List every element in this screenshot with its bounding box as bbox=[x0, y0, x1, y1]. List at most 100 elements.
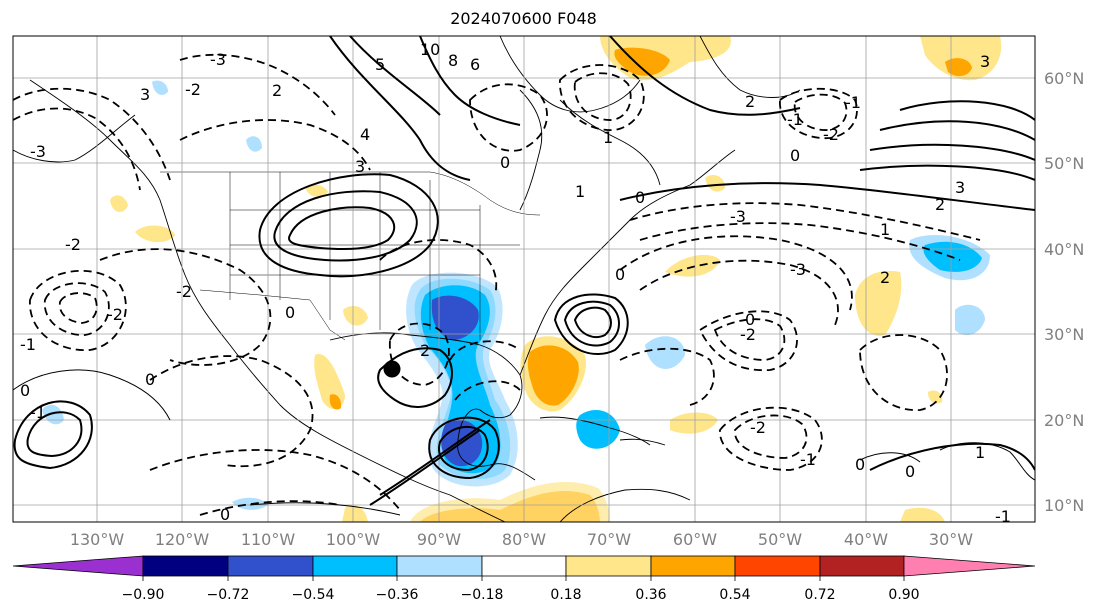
lon-label-40w: 40°W bbox=[844, 530, 888, 549]
contour-label: 3 bbox=[955, 178, 965, 197]
yellow-spot-4 bbox=[343, 306, 368, 326]
contour-label: 2 bbox=[420, 341, 430, 360]
yellow-shade-caribbean bbox=[670, 412, 718, 434]
contour-label: 0 bbox=[745, 310, 755, 329]
lon-label-120w: 120°W bbox=[155, 530, 210, 549]
dashed-east-2 bbox=[619, 347, 715, 406]
dashed-low-pacific-3 bbox=[58, 292, 98, 324]
coastline-gulf bbox=[329, 332, 536, 481]
colorbar-tick-label: 0.36 bbox=[635, 587, 666, 603]
contour-label: 0 bbox=[905, 462, 915, 481]
coastline-alaska bbox=[13, 114, 136, 163]
yellow-shade-topright bbox=[920, 36, 1002, 81]
contour-label: -1 bbox=[30, 403, 46, 422]
contour-label: -2 bbox=[176, 282, 192, 301]
dashed-east-1 bbox=[859, 334, 948, 411]
contour-gulf-central bbox=[428, 416, 500, 480]
border-us-canada bbox=[160, 171, 541, 216]
colorbar-segment bbox=[734, 555, 821, 577]
contour-label: -1 bbox=[845, 93, 861, 112]
contour-label: 0 bbox=[220, 505, 230, 524]
colorbar-tick-label: −0.18 bbox=[461, 587, 504, 603]
contour-label: -1 bbox=[787, 110, 803, 129]
contour-label: 0 bbox=[500, 153, 510, 172]
contour-label: 10 bbox=[420, 40, 440, 59]
contour-gulf-central-2 bbox=[438, 426, 489, 472]
contour-bermuda-1 bbox=[553, 293, 629, 355]
contour-label: -2 bbox=[750, 418, 766, 437]
contour-label: 2 bbox=[880, 268, 890, 287]
colorbar-tick-label: 0.72 bbox=[804, 587, 835, 603]
contour-label: 2 bbox=[272, 81, 282, 100]
yellow-spot-7 bbox=[342, 505, 368, 522]
coastline-canada bbox=[519, 89, 661, 211]
thin-contour-4 bbox=[249, 502, 401, 516]
lat-label-10n: 10°N bbox=[1044, 496, 1084, 515]
blue-spot-2 bbox=[246, 136, 262, 152]
dashed-midlat-1 bbox=[629, 202, 981, 241]
contour-label: 2 bbox=[745, 92, 755, 111]
thin-contour-2 bbox=[859, 452, 921, 463]
storm-marker-dot bbox=[383, 360, 401, 378]
colorbar-tick-label: −0.54 bbox=[292, 587, 335, 603]
lon-label-90w: 90°W bbox=[417, 530, 461, 549]
contour-label: 3 bbox=[980, 52, 990, 71]
colorbar-tick-labels: −0.90 −0.72 −0.54 −0.36 −0.18 0.18 0.36 … bbox=[122, 587, 920, 603]
colorbar-segment bbox=[312, 555, 398, 577]
dashed-gulf-3 bbox=[379, 239, 498, 296]
contour-label: 6 bbox=[470, 55, 480, 74]
colorbar bbox=[12, 555, 1036, 577]
contour-label: 0 bbox=[285, 303, 295, 322]
contour-high-central-3 bbox=[288, 206, 396, 251]
contour-canada-2 bbox=[609, 36, 801, 116]
contour-label: -1 bbox=[20, 335, 36, 354]
yellow-spot-5 bbox=[305, 184, 328, 197]
blue-spot-1 bbox=[152, 80, 168, 95]
colorbar-tick-label: 0.90 bbox=[888, 587, 919, 603]
lat-label-20n: 20°N bbox=[1044, 411, 1084, 430]
lon-label-80w: 80°W bbox=[502, 530, 546, 549]
contour-label: 1 bbox=[880, 220, 890, 239]
yellow-spot-8 bbox=[705, 175, 725, 192]
contour-label: 0 bbox=[615, 265, 625, 284]
yellow-spot-3 bbox=[314, 354, 345, 410]
contour-arctic-1 bbox=[419, 36, 521, 126]
lon-label-110w: 110°W bbox=[241, 530, 296, 549]
colorbar-tick-label: 0.18 bbox=[550, 587, 581, 603]
colorbar-segment bbox=[565, 555, 652, 577]
contour-labels: 10 8 6 5 4 3 2 2 1 1 0 0 0 -1 -1 -2 -2 -… bbox=[20, 40, 1011, 526]
colorbar-tick-label: −0.72 bbox=[207, 587, 250, 603]
lon-label-130w: 130°W bbox=[70, 530, 125, 549]
coastlines bbox=[13, 36, 801, 522]
dashed-northatlantic-2 bbox=[793, 93, 848, 131]
yellow-spot-1 bbox=[110, 195, 128, 212]
contour-high-central bbox=[258, 173, 439, 278]
contour-low-top bbox=[329, 36, 471, 181]
thin-contour-3 bbox=[939, 442, 1035, 481]
dashed-nw-2 bbox=[13, 107, 141, 191]
contour-label: 1 bbox=[575, 182, 585, 201]
coastline-eastcoast bbox=[519, 149, 736, 376]
contour-label: -2 bbox=[823, 125, 839, 144]
dashed-atlantic-1 bbox=[619, 235, 853, 311]
dashed-atlantic-4 bbox=[713, 318, 786, 361]
colorbar-segment bbox=[142, 555, 229, 577]
yellow-shade-south bbox=[410, 481, 610, 522]
gridlines bbox=[13, 36, 1035, 522]
contour-label: 0 bbox=[790, 146, 800, 165]
lat-label-50n: 50°N bbox=[1044, 154, 1084, 173]
lon-label-100w: 100°W bbox=[326, 530, 381, 549]
contour-label: 0 bbox=[20, 381, 30, 400]
contour-label: -3 bbox=[30, 142, 46, 161]
contour-label: 3 bbox=[140, 85, 150, 104]
dashed-northatlantic-1 bbox=[779, 87, 858, 139]
contour-label: 2 bbox=[935, 195, 945, 214]
contour-label: 3 bbox=[355, 157, 365, 176]
contour-label: 0 bbox=[635, 188, 645, 207]
colorbar-segment-lowend bbox=[12, 555, 144, 577]
colorbar-tick-label: 0.54 bbox=[719, 587, 750, 603]
colorbar-segment bbox=[481, 555, 567, 577]
coastline-hudson bbox=[499, 36, 641, 113]
colorbar-segment-highend bbox=[903, 555, 1036, 577]
contour-label: -2 bbox=[740, 325, 756, 344]
